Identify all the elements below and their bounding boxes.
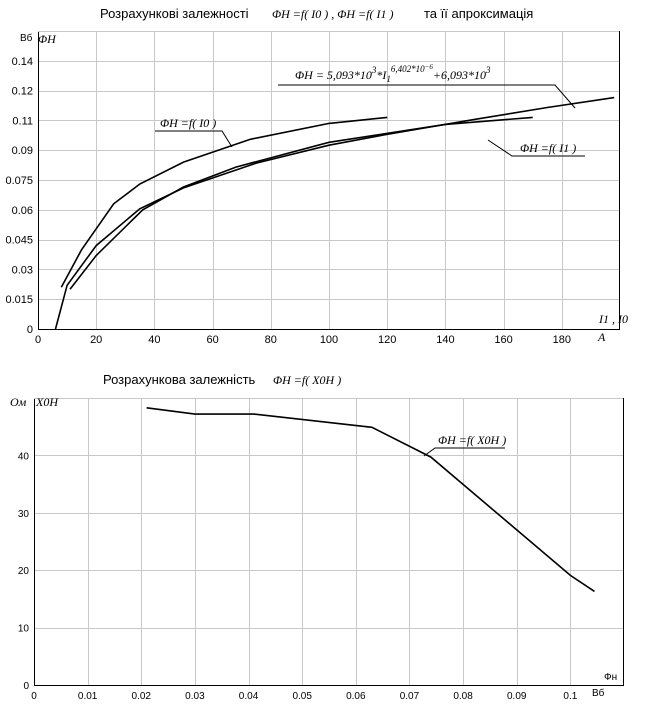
series-line-0 bbox=[60, 116, 388, 288]
x-tick-label: 0.02 bbox=[132, 691, 152, 702]
formula-exp4: 3 bbox=[485, 65, 491, 75]
bottom-chart-axes bbox=[34, 398, 624, 686]
y-tick-label: 0.06 bbox=[12, 205, 33, 217]
x-tick-label: 40 bbox=[148, 334, 160, 346]
x-tick-label: 0.1 bbox=[563, 691, 577, 702]
x-tick-label: 0.09 bbox=[507, 691, 527, 702]
top-label-i0-leader bbox=[155, 130, 233, 148]
top-formula-label: ΦН = 5,093*103*I16,402*10−6+6,093*103 bbox=[278, 63, 576, 109]
formula-mid2: *I bbox=[376, 68, 387, 82]
formula-mid: = 5,093*10 bbox=[313, 68, 372, 82]
bottom-label: ΦН =f( X0Н ) bbox=[438, 433, 506, 447]
bottom-chart-x-unit: Вб bbox=[592, 687, 605, 699]
top-chart-x-ticks: 0 20 40 60 80 100 120 140 160 180 bbox=[35, 334, 571, 346]
top-label-i0: ΦН =f( I0 ) bbox=[160, 116, 216, 130]
formula-head: ΦН bbox=[295, 68, 314, 82]
y-tick-label: 0.03 bbox=[12, 264, 33, 276]
x-tick-label: 120 bbox=[378, 334, 396, 346]
top-chart-series bbox=[54, 96, 615, 330]
series-line-1 bbox=[69, 116, 533, 290]
x-tick-label: 60 bbox=[206, 334, 218, 346]
y-tick-label: 0.075 bbox=[5, 175, 33, 187]
top-chart-title-suffix: та її апроксимація bbox=[424, 6, 533, 21]
y-tick-label: 40 bbox=[18, 451, 30, 462]
x-tick-label: 180 bbox=[553, 334, 571, 346]
x-tick-label: 0 bbox=[31, 691, 37, 702]
y-tick-label: 0 bbox=[23, 681, 29, 692]
x-tick-label: 0.01 bbox=[78, 691, 98, 702]
formula-sub: 1 bbox=[386, 74, 391, 84]
bottom-chart-title: Розрахункова залежність bbox=[103, 372, 256, 387]
y-tick-label: 0.09 bbox=[12, 145, 33, 157]
formula-tail: +6,093*10 bbox=[433, 68, 486, 82]
y-tick-label: 30 bbox=[18, 509, 30, 520]
x-tick-label: 100 bbox=[320, 334, 338, 346]
x-tick-label: 0.07 bbox=[400, 691, 420, 702]
x-tick-label: 0.06 bbox=[346, 691, 366, 702]
series-line-2 bbox=[54, 96, 615, 330]
bottom-chart-grid bbox=[34, 398, 624, 685]
bottom-label-leader bbox=[423, 447, 505, 457]
x-tick-label: 0.05 bbox=[292, 691, 312, 702]
bottom-chart-series bbox=[146, 407, 595, 593]
top-chart-x-unit: А bbox=[597, 330, 606, 344]
formula-exp1: 3 bbox=[371, 65, 377, 75]
formula-exp2: 6,402*10 bbox=[391, 64, 425, 74]
formula-exp3: −6 bbox=[425, 63, 434, 71]
y-tick-label: 0.015 bbox=[5, 294, 33, 306]
bottom-chart-y-label: X0Н bbox=[35, 395, 59, 409]
top-chart-title-formula: ΦН =f( I0 ) , ΦН =f( I1 ) bbox=[272, 7, 393, 21]
y-tick-label: 0.11 bbox=[12, 115, 33, 127]
y-tick-label: 10 bbox=[18, 624, 30, 635]
bottom-chart-y-unit: Ом bbox=[10, 395, 27, 409]
top-chart-y-ticks: 0 0.015 0.03 0.045 0.06 0.075 0.09 0.11 0.12 0.14 bbox=[5, 56, 33, 336]
x-tick-label: 20 bbox=[90, 334, 102, 346]
x-tick-label: 0.08 bbox=[453, 691, 473, 702]
series-line-0 bbox=[146, 407, 595, 593]
top-label-i1-leader bbox=[487, 139, 585, 157]
bottom-chart-x-label: Фн bbox=[604, 672, 617, 683]
top-chart-axes bbox=[38, 31, 620, 330]
y-tick-label: 0.14 bbox=[12, 56, 33, 68]
x-tick-label: 160 bbox=[494, 334, 512, 346]
bottom-chart-title-formula: ΦН =f( X0Н ) bbox=[273, 373, 341, 387]
y-tick-label: 0 bbox=[27, 324, 33, 336]
top-formula-leader bbox=[278, 84, 576, 109]
y-tick-label: 0.12 bbox=[12, 86, 33, 98]
x-tick-label: 0.03 bbox=[185, 691, 205, 702]
svg-text:ΦН = 5,093*103*I16,402*10−6+6,: ΦН = 5,093*103*I16,402*10−6+6,093*103 bbox=[295, 63, 491, 84]
y-tick-label: 0.045 bbox=[5, 235, 33, 247]
top-chart-title: Розрахункові залежності bbox=[100, 6, 249, 21]
bottom-chart: Розрахункова залежність ΦН =f( X0Н ) 0 0.… bbox=[10, 372, 624, 702]
x-tick-label: 80 bbox=[265, 334, 277, 346]
bottom-chart-y-ticks: 0 10 20 30 40 bbox=[18, 451, 30, 692]
top-chart: Розрахункові залежності ΦН =f( I0 ) , ΦН… bbox=[5, 6, 628, 346]
top-chart-y-label: ΦН bbox=[38, 32, 57, 46]
x-tick-label: 140 bbox=[436, 334, 454, 346]
top-chart-x-label: I1 , I0 bbox=[598, 312, 628, 326]
top-label-i1: ΦН =f( I1 ) bbox=[520, 141, 576, 155]
x-tick-label: 0 bbox=[35, 334, 41, 346]
top-chart-y-unit: Вб bbox=[20, 32, 33, 44]
x-tick-label: 0.04 bbox=[239, 691, 259, 702]
top-chart-grid bbox=[38, 31, 620, 329]
bottom-chart-x-ticks: 0 0.01 0.02 0.03 0.04 0.05 0.06 0.07 0.08 0.09 0.1 bbox=[31, 691, 578, 702]
y-tick-label: 20 bbox=[18, 566, 30, 577]
